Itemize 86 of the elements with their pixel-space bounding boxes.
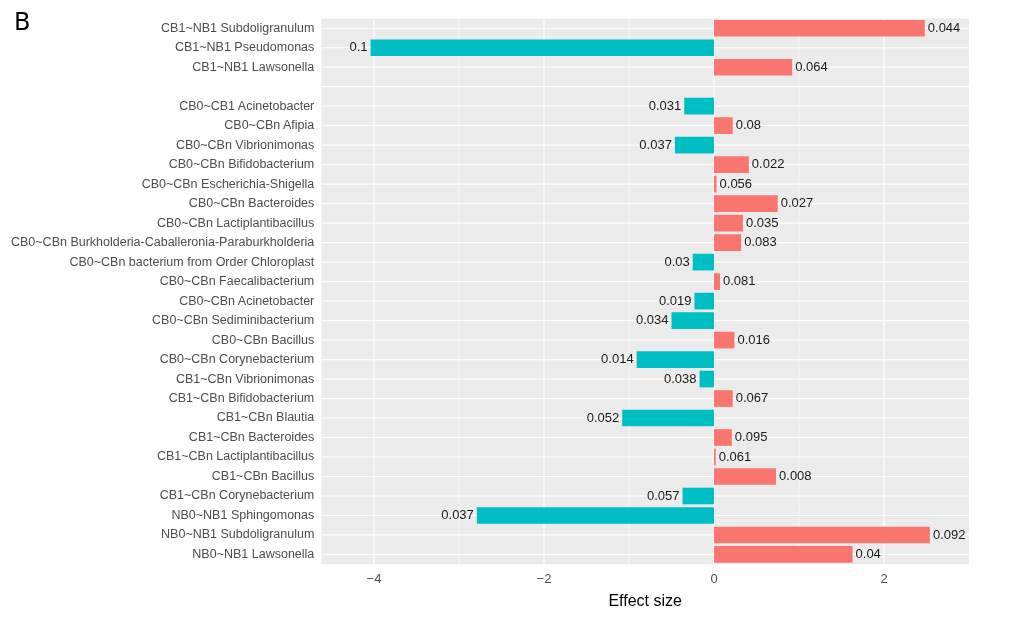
annotation: 0.044 xyxy=(927,19,961,35)
y-tick-label: CB1~CBn Bifidobacterium xyxy=(168,390,315,405)
bar xyxy=(714,331,735,349)
annotation: 0.1 xyxy=(349,39,368,55)
y-tick-label: CB0~CB1 Acinetobacter xyxy=(179,98,315,113)
x-tick-label: 0 xyxy=(710,570,718,586)
bar xyxy=(671,312,714,329)
annotation: 0.022 xyxy=(751,156,785,172)
y-tick-label: CB1~CBn Lactiplantibacillus xyxy=(156,449,315,464)
annotation: 0.014 xyxy=(601,351,634,367)
y-tick-label: CB0~CBn Acinetobacter xyxy=(179,293,315,308)
annotation: 0.034 xyxy=(635,312,669,328)
y-tick-label: CB0~CBn Corynebacterium xyxy=(159,352,315,367)
annotation: 0.04 xyxy=(855,546,881,562)
bar xyxy=(476,507,714,524)
annotation: 0.095 xyxy=(734,429,768,445)
y-tick-label: CB0~CBn Burkholderia-Caballeronia-Paraburkholderia xyxy=(10,235,315,250)
y-tick-label: CB1~CBn Bacillus xyxy=(211,468,315,483)
annotation: 0.035 xyxy=(745,214,779,230)
annotation: 0.008 xyxy=(779,468,812,484)
annotation: 0.037 xyxy=(639,136,672,152)
y-tick-label: CB0~CBn Sediminibacterium xyxy=(152,313,315,328)
annotation: 0.03 xyxy=(664,253,690,269)
y-tick-label: CB1~CBn Corynebacterium xyxy=(159,488,315,503)
x-tick-label: 2 xyxy=(880,570,888,586)
y-tick-label: CB1~CBn Blautia xyxy=(216,410,315,425)
annotation: 0.067 xyxy=(735,390,769,406)
annotation: 0.037 xyxy=(441,507,474,523)
annotation: 0.056 xyxy=(719,175,753,191)
bar xyxy=(714,58,793,76)
bar xyxy=(714,546,853,563)
annotation: 0.052 xyxy=(586,409,620,425)
bar xyxy=(674,136,714,154)
bar xyxy=(622,409,714,427)
bar xyxy=(714,273,720,290)
annotation: 0.057 xyxy=(647,487,680,503)
y-tick-label: NB0~NB1 Subdoligranulum xyxy=(161,527,315,542)
y-tick-label: NB0~NB1 Sphingomonas xyxy=(171,507,315,522)
y-tick-label: CB1~NB1 Lawsonella xyxy=(192,59,315,74)
y-tick-label: CB1~NB1 Pseudomonas xyxy=(174,40,315,55)
annotation: 0.08 xyxy=(735,117,762,133)
annotation: 0.092 xyxy=(932,526,966,542)
bar xyxy=(714,156,749,173)
y-tick-label: CB0~CBn Lactiplantibacillus xyxy=(156,215,315,230)
bar xyxy=(714,429,732,446)
annotation: 0.081 xyxy=(722,273,756,289)
y-tick-label: CB1~CBn Vibrionimonas xyxy=(175,371,315,386)
annotation: 0.061 xyxy=(718,448,752,464)
y-tick-label: CB0~CBn Vibrionimonas xyxy=(175,137,315,152)
bar xyxy=(714,19,925,37)
text: B xyxy=(14,8,31,37)
y-tick-label: CB0~CBn Afipia xyxy=(224,118,315,133)
y-tick-label: CB1~NB1 Subdoligranulum xyxy=(161,20,315,35)
bar xyxy=(682,487,714,505)
bar xyxy=(714,175,717,193)
annotation: 0.016 xyxy=(737,331,770,347)
bar xyxy=(714,214,743,232)
annotation: 0.038 xyxy=(664,370,697,386)
x-axis-title: Effect size xyxy=(608,591,682,609)
bar xyxy=(714,390,733,407)
bar xyxy=(694,292,714,310)
bar xyxy=(714,195,778,212)
x-tick-label: −2 xyxy=(536,570,552,586)
y-tick-label: CB0~CBn Faecalibacterium xyxy=(159,274,315,289)
y-tick-label: CB0~CBn Bacillus xyxy=(211,332,315,347)
bar xyxy=(699,370,714,388)
y-tick-label: CB0~CBn Escherichia-Shigella xyxy=(141,176,315,191)
y-tick-label: CB0~CBn Bifidobacterium xyxy=(168,157,315,172)
annotation: 0.083 xyxy=(744,234,777,250)
bar xyxy=(636,351,714,368)
y-tick-label: NB0~NB1 Lawsonella xyxy=(192,546,315,561)
y-tick-label: CB0~CBn bacterium from Order Chloroplast xyxy=(69,254,315,269)
bar xyxy=(714,117,733,135)
bar xyxy=(692,253,714,271)
annotation: 0.027 xyxy=(780,195,814,211)
annotation: 0.064 xyxy=(795,58,828,74)
annotation: 0.031 xyxy=(648,97,682,113)
bar xyxy=(684,97,714,115)
bar xyxy=(370,39,714,57)
bar xyxy=(714,234,742,251)
annotation: 0.019 xyxy=(658,292,692,308)
y-tick-label: CB0~CBn Bacteroides xyxy=(188,196,315,211)
y-tick-label: CB1~CBn Bacteroides xyxy=(188,429,315,444)
bar xyxy=(714,526,930,544)
bar xyxy=(714,468,777,485)
x-tick-label: −4 xyxy=(366,570,382,586)
